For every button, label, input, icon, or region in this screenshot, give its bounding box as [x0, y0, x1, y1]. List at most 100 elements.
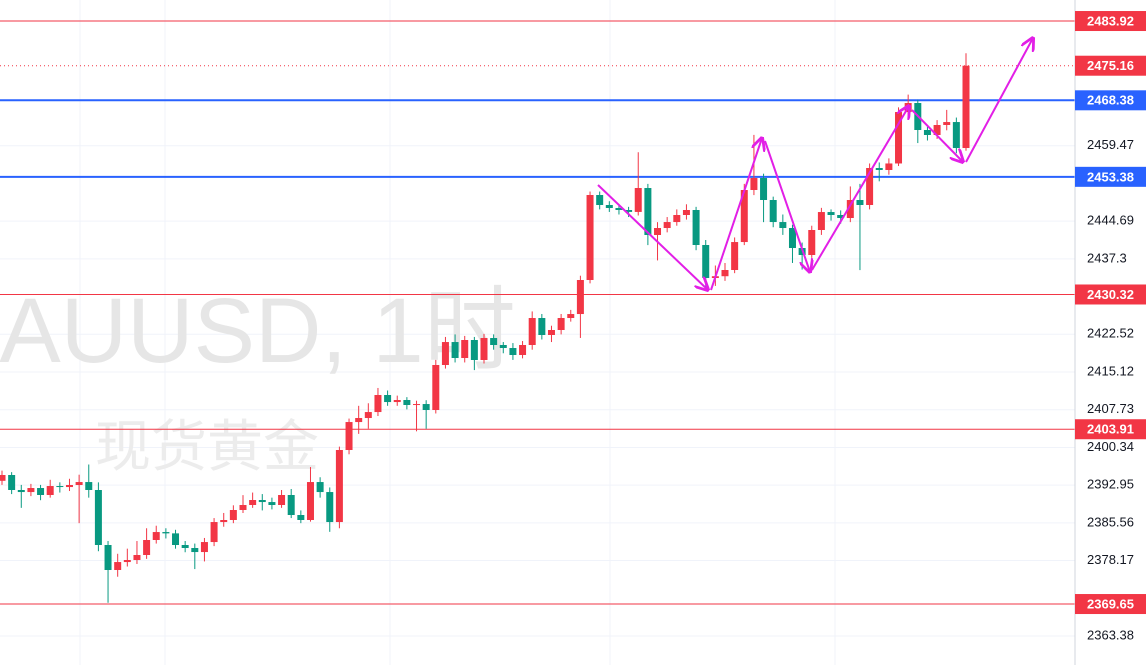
candle-body: [152, 532, 160, 540]
price-level-label: 2483.92: [1087, 13, 1134, 28]
candle-body: [46, 486, 54, 495]
watermark: XAUUSD, 1时: [0, 280, 516, 382]
candle-body: [519, 345, 527, 355]
candle-body: [866, 168, 874, 205]
candle-body: [509, 348, 517, 355]
candle-body: [335, 450, 343, 523]
candle-body: [104, 545, 112, 570]
candle-body: [470, 340, 478, 360]
candle-body: [123, 560, 131, 563]
candle-body: [856, 200, 864, 205]
candle-body: [721, 270, 729, 277]
y-tick-label: 2415.12: [1087, 363, 1134, 378]
candle-body: [875, 168, 883, 170]
price-axis-labels: 2363.38 2378.17 2385.56 2392.95 2400.34 2407.…: [1075, 11, 1146, 642]
candle-body: [181, 545, 189, 549]
candle-body: [528, 318, 536, 345]
price-level-label: 2475.16: [1087, 58, 1134, 73]
candle-body: [345, 422, 353, 450]
drawing-zigzag: [597, 38, 1033, 291]
candle-body: [384, 395, 392, 403]
candle-body: [200, 542, 208, 553]
candle-body: [210, 522, 218, 543]
candle-body: [268, 502, 276, 505]
candle-body: [827, 212, 835, 215]
candle-body: [297, 515, 305, 520]
drawing-arrow: [597, 184, 708, 290]
candle-body: [740, 190, 748, 243]
candle-body: [673, 215, 681, 223]
candle-body: [615, 208, 623, 210]
candle-body: [413, 404, 421, 406]
candle-body: [422, 404, 430, 410]
y-tick-label: 2444.69: [1087, 213, 1134, 228]
candle-body: [403, 400, 411, 405]
candle-body: [885, 163, 893, 170]
candle-body: [133, 555, 141, 560]
price-level-badge: [1075, 594, 1146, 615]
drawing-arrow: [911, 109, 963, 162]
candle-body: [586, 195, 594, 280]
candle-body: [576, 280, 584, 315]
candle-body: [952, 122, 960, 149]
price-level-badge: [1075, 11, 1146, 32]
candle-body: [682, 210, 690, 215]
candle-body: [432, 365, 440, 410]
candle-body: [731, 242, 739, 270]
candle-body: [663, 222, 671, 229]
candle-body: [220, 520, 228, 523]
candle-body: [654, 228, 662, 235]
candle-body: [75, 482, 83, 485]
candle-body: [779, 222, 787, 229]
candle-body: [933, 125, 941, 135]
price-level-badge: [1075, 90, 1146, 111]
drawing-arrow: [811, 106, 909, 271]
candle-body: [249, 500, 257, 505]
price-level-label: 2468.38: [1087, 93, 1134, 108]
candle-body: [114, 562, 122, 570]
candle-body: [162, 532, 170, 534]
candle-body: [962, 65, 970, 149]
y-tick-label: 2459.47: [1087, 137, 1134, 152]
candle-body: [490, 338, 498, 345]
candle-body: [923, 130, 931, 135]
candle-body: [85, 482, 93, 490]
candle-body: [625, 210, 633, 212]
drawing-arrow: [965, 38, 1033, 163]
candle-body: [278, 495, 286, 505]
candle-body: [451, 342, 459, 359]
drawing-arrow: [710, 138, 762, 291]
candle-body: [191, 548, 199, 553]
candle-body: [461, 340, 469, 359]
candle-body: [441, 342, 449, 365]
candle-body: [538, 318, 546, 335]
candle-body: [172, 533, 180, 545]
candle-body: [547, 330, 555, 335]
watermark-layer: XAUUSD, 1时 现货黄金: [0, 280, 516, 478]
drawing-arrow: [764, 140, 810, 272]
candle-body: [499, 345, 507, 349]
price-level-label: 2453.38: [1087, 169, 1134, 184]
candle-body: [65, 485, 73, 488]
candle-body: [943, 122, 951, 125]
candle-body: [8, 475, 16, 490]
grid: [0, 0, 1075, 665]
price-level-label: 2369.65: [1087, 596, 1134, 611]
candle-body: [788, 228, 796, 249]
candle-body: [817, 212, 825, 230]
candle-body: [596, 195, 604, 205]
candle-body: [56, 486, 64, 488]
y-tick-label: 2378.17: [1087, 552, 1134, 567]
candle-body: [605, 205, 613, 209]
candle-body: [393, 400, 401, 403]
candle-body: [258, 500, 266, 503]
price-level-badge: [1075, 55, 1146, 76]
candle-body: [364, 412, 372, 419]
price-levels: [0, 20, 1075, 605]
candle-body: [37, 488, 45, 495]
price-level-badge: [1075, 166, 1146, 187]
candle-body: [27, 488, 35, 493]
price-level-badge: [1075, 419, 1146, 440]
candle-body: [326, 492, 334, 523]
